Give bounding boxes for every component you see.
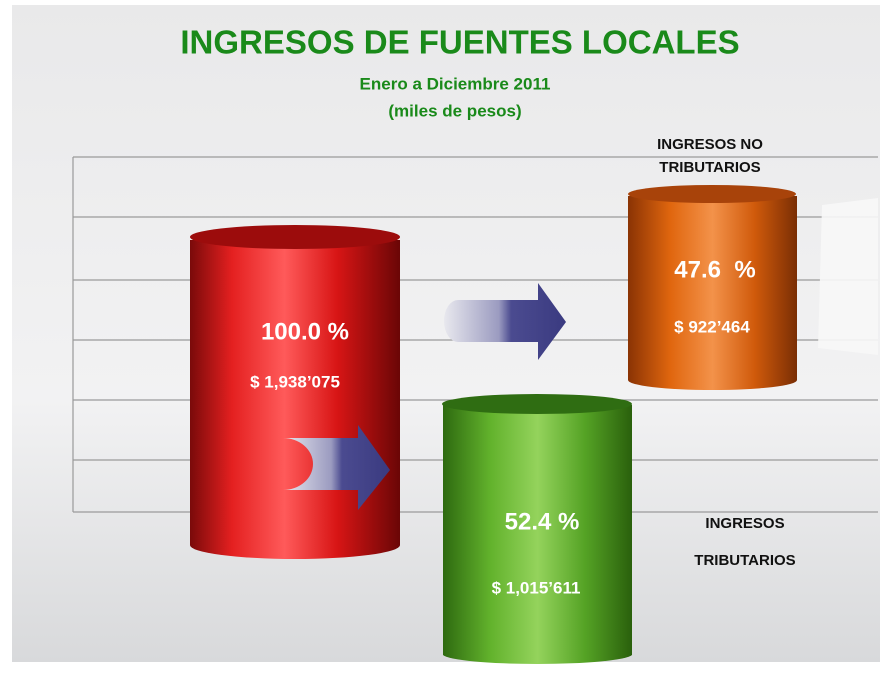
label: TRIBUTARIOS — [659, 159, 760, 176]
label: TRIBUTARIOS — [694, 552, 795, 569]
panel — [818, 198, 878, 355]
percent: 47.6 % — [674, 256, 755, 283]
subtitle: Enero a Diciembre 2011 — [360, 74, 551, 93]
amount: $ 922’464 — [674, 317, 750, 336]
label: INGRESOS NO — [657, 136, 763, 153]
title: INGRESOS DE FUENTES LOCALES — [180, 24, 739, 61]
green-cylinder — [442, 394, 632, 664]
arrow — [444, 283, 566, 360]
units: (miles de pesos) — [388, 101, 521, 120]
orange-cylinder — [628, 185, 797, 391]
red-cylinder — [190, 225, 400, 559]
amount: $ 1,938’075 — [250, 372, 340, 391]
amount: $ 1,015’611 — [492, 578, 581, 597]
arrow — [283, 425, 390, 510]
label: INGRESOS — [705, 515, 784, 532]
percent: 52.4 % — [505, 508, 580, 535]
percent: 100.0 % — [261, 318, 349, 345]
